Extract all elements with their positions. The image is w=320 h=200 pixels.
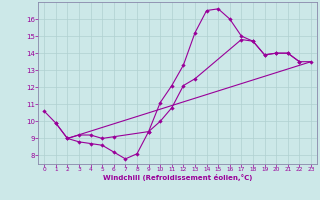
X-axis label: Windchill (Refroidissement éolien,°C): Windchill (Refroidissement éolien,°C) [103, 174, 252, 181]
